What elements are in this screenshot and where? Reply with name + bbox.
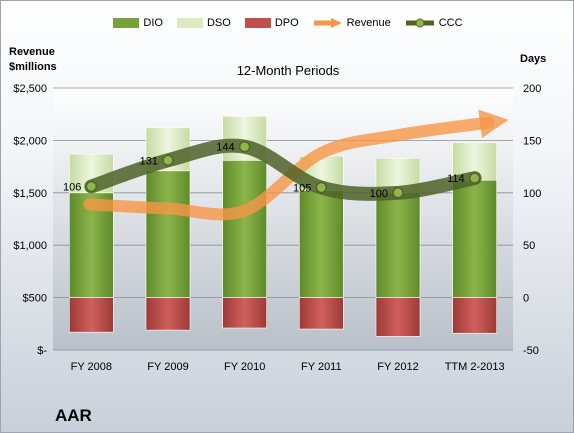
bar-dio xyxy=(145,170,191,298)
bar-dio xyxy=(375,192,421,298)
left-tick-label: $2,500 xyxy=(13,83,47,95)
legend-label: Revenue xyxy=(346,17,391,29)
right-tick-label: 100 xyxy=(523,188,541,200)
legend-item: CCC xyxy=(405,17,463,29)
ccc-data-label: 131 xyxy=(140,155,158,167)
left-tick-label: $2,000 xyxy=(13,135,47,147)
revenue-line xyxy=(83,109,509,221)
ccc-data-label: 114 xyxy=(447,173,465,185)
ccc-data-label: 100 xyxy=(370,188,388,200)
bar-dpo xyxy=(452,297,497,334)
left-tick-label: $500 xyxy=(23,293,47,305)
ccc-point xyxy=(85,180,98,193)
bar-dpo xyxy=(145,297,191,331)
right-tick-label: 150 xyxy=(523,135,541,147)
legend-swatch xyxy=(313,18,342,28)
bar-dpo xyxy=(299,297,344,330)
legend-item: Revenue xyxy=(313,17,391,29)
category-label: FY 2012 xyxy=(377,361,418,373)
bar-dpo xyxy=(375,297,421,337)
right-tick-label: 0 xyxy=(523,293,529,305)
legend-label: CCC xyxy=(438,17,463,29)
legend-swatch xyxy=(405,18,434,28)
bar-dio xyxy=(452,179,497,298)
category-label: FY 2010 xyxy=(224,361,265,373)
chart-subtitle: 12-Month Periods xyxy=(236,63,340,78)
right-tick-label: 200 xyxy=(523,83,541,95)
legend-label: DPO xyxy=(274,17,299,29)
left-tick-label: $1,500 xyxy=(13,188,47,200)
bar-dpo xyxy=(222,297,267,329)
ccc-point xyxy=(162,154,174,167)
legend-item: DPO xyxy=(244,17,299,29)
left-axis-title: Revenue $millions xyxy=(9,46,57,73)
category-label: TTM 2-2013 xyxy=(445,361,505,373)
ccc-point xyxy=(315,181,328,194)
legend-label: DSO xyxy=(206,17,231,29)
left-tick-label: $- xyxy=(37,345,47,357)
ccc-data-label: 106 xyxy=(63,182,81,194)
right-tick-label: 50 xyxy=(523,240,535,252)
right-axis-title: Days xyxy=(520,53,547,65)
right-tick-label: -50 xyxy=(523,345,539,357)
legend-label: DIO xyxy=(143,17,163,29)
legend-swatch xyxy=(113,18,140,28)
bar-dio xyxy=(222,160,267,298)
legend-item: DSO xyxy=(176,17,231,29)
ccc-data-label: 105 xyxy=(293,183,311,195)
legend-swatch xyxy=(176,18,203,28)
category-label: FY 2009 xyxy=(147,361,188,373)
legend: DIO DSO DPO Revenue CCC xyxy=(1,17,573,29)
company-name: AAR xyxy=(55,406,92,425)
legend-item: DIO xyxy=(113,17,163,29)
bar-dio xyxy=(299,190,344,298)
ccc-point xyxy=(468,172,481,184)
category-label: FY 2008 xyxy=(71,361,112,373)
category-label: FY 2011 xyxy=(301,361,342,373)
left-tick-label: $1,000 xyxy=(13,240,47,252)
legend-swatch xyxy=(244,18,271,28)
bar-dpo xyxy=(69,297,114,333)
ccc-point xyxy=(392,187,404,199)
ccc-point xyxy=(238,140,251,153)
ccc-data-label: 144 xyxy=(216,142,234,154)
